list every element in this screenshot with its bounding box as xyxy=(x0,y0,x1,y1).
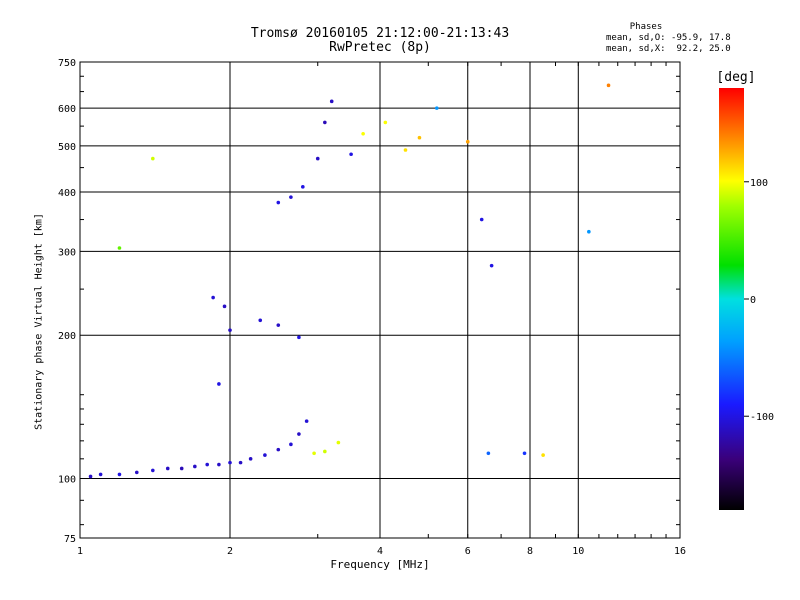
phase-colorbar xyxy=(719,88,744,510)
echo-point xyxy=(205,462,209,467)
echo-point xyxy=(336,440,341,445)
colorbar-tick-label: 0 xyxy=(750,295,756,306)
x-tick-label: 4 xyxy=(377,546,383,557)
echo-point xyxy=(289,195,293,199)
echo-point xyxy=(315,156,320,161)
colorbar-ticks: 100 0 -100 xyxy=(744,178,774,423)
echo-point xyxy=(289,442,293,447)
echo-point xyxy=(465,139,470,144)
echo-point xyxy=(217,462,221,467)
echo-point xyxy=(151,156,155,161)
y-tick-label: 400 xyxy=(58,188,76,199)
y-tick-label: 500 xyxy=(58,142,76,153)
echo-point xyxy=(217,382,221,386)
echo-point xyxy=(301,185,305,189)
echo-point xyxy=(329,99,334,104)
y-tick-label: 75 xyxy=(64,534,76,545)
x-tick-label: 16 xyxy=(674,546,686,557)
echo-point xyxy=(417,135,422,140)
x-tick-label: 8 xyxy=(527,546,533,557)
x-tick-label: 2 xyxy=(227,546,233,557)
echo-point xyxy=(117,246,122,250)
echo-point xyxy=(304,419,309,423)
y-tick-label: 200 xyxy=(58,331,76,342)
x-tick-label: 6 xyxy=(465,546,471,557)
echo-point xyxy=(587,229,591,234)
echo-point xyxy=(263,453,267,457)
echo-point xyxy=(541,453,545,457)
echo-point xyxy=(276,323,281,327)
echo-point xyxy=(522,451,527,456)
y-tick-label: 750 xyxy=(58,58,76,69)
chart-title: Tromsø 20160105 21:12:00-21:13:43 xyxy=(250,26,510,41)
grid-layer xyxy=(80,62,680,538)
y-tick-label: 100 xyxy=(58,475,76,486)
echo-point xyxy=(88,474,93,479)
echo-point xyxy=(403,148,408,152)
x-axis-label: Frequency [MHz] xyxy=(330,558,430,571)
echo-point xyxy=(151,468,155,473)
y-tick-label: 600 xyxy=(58,104,76,115)
phases-mean-o: mean, sd,O: -95.9, 17.8 xyxy=(606,33,731,43)
echo-point xyxy=(193,464,197,469)
echo-point xyxy=(117,472,122,477)
echo-point xyxy=(383,120,388,125)
echo-point xyxy=(222,304,227,309)
colorbar-unit: [deg] xyxy=(716,70,756,85)
echo-point xyxy=(211,295,215,300)
echo-point xyxy=(297,335,301,340)
echo-point xyxy=(323,120,327,125)
echo-point xyxy=(479,217,484,222)
echo-point xyxy=(248,457,253,461)
echo-point xyxy=(179,466,184,471)
y-tick-label: 300 xyxy=(58,247,76,258)
echo-point xyxy=(606,83,611,88)
colorbar-tick-label: -100 xyxy=(750,412,774,423)
echo-point xyxy=(276,200,281,205)
x-tick-label: 1 xyxy=(77,546,83,557)
echo-points xyxy=(88,83,611,479)
echo-point xyxy=(489,263,494,268)
chart-subtitle: RwPretec (8p) xyxy=(329,40,431,55)
echo-point xyxy=(276,447,281,452)
echo-point xyxy=(349,152,353,157)
phases-mean-x: mean, sd,X: 92.2, 25.0 xyxy=(606,44,731,54)
echo-point xyxy=(238,460,243,465)
echo-point xyxy=(134,470,139,475)
x-tick-label: 10 xyxy=(572,546,584,557)
echo-point xyxy=(165,466,170,471)
echo-point xyxy=(486,451,491,456)
echo-point xyxy=(258,318,263,323)
echo-point xyxy=(228,460,232,465)
echo-point xyxy=(434,106,439,110)
echo-point xyxy=(323,449,327,454)
axis-ticks: 1 2 4 6 8 10 16 75 100 200 300 400 500 600 750 xyxy=(58,58,686,557)
echo-point xyxy=(98,472,103,477)
echo-point xyxy=(228,328,232,332)
echo-point xyxy=(312,451,316,456)
echo-point xyxy=(361,131,365,136)
colorbar-tick-label: 100 xyxy=(750,178,768,189)
phases-heading: Phases xyxy=(629,22,663,32)
echo-point xyxy=(297,432,301,436)
